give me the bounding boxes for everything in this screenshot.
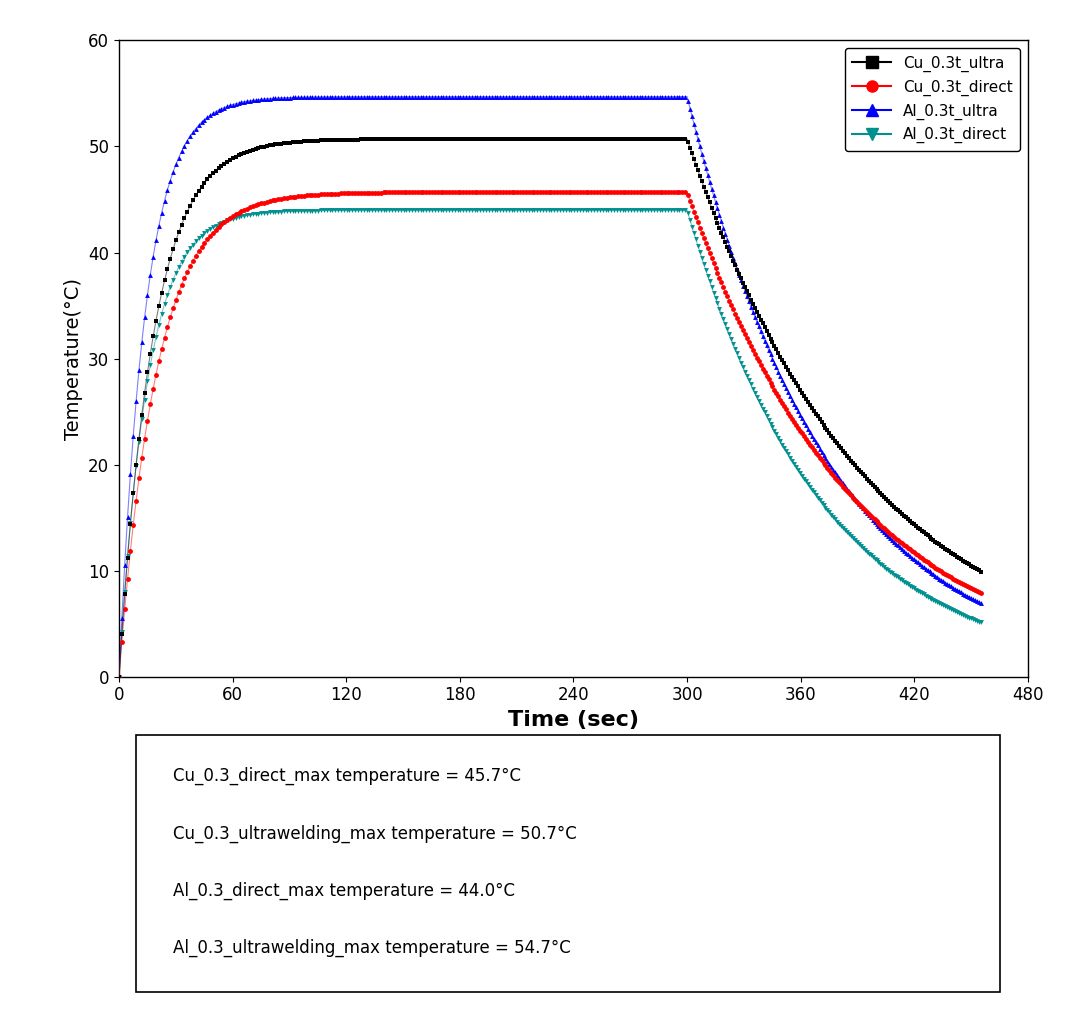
Text: Al_0.3_ultrawelding_max temperature = 54.7°C: Al_0.3_ultrawelding_max temperature = 54… <box>173 939 570 957</box>
X-axis label: Time (sec): Time (sec) <box>507 710 639 730</box>
Text: Cu_0.3_ultrawelding_max temperature = 50.7°C: Cu_0.3_ultrawelding_max temperature = 50… <box>173 824 577 842</box>
Legend: Cu_0.3t_ultra, Cu_0.3t_direct, Al_0.3t_ultra, Al_0.3t_direct: Cu_0.3t_ultra, Cu_0.3t_direct, Al_0.3t_u… <box>845 48 1020 152</box>
Y-axis label: Temperature(°C): Temperature(°C) <box>64 278 82 439</box>
Text: Cu_0.3_direct_max temperature = 45.7°C: Cu_0.3_direct_max temperature = 45.7°C <box>173 768 520 786</box>
FancyBboxPatch shape <box>136 735 1000 992</box>
Text: Al_0.3_direct_max temperature = 44.0°C: Al_0.3_direct_max temperature = 44.0°C <box>173 882 515 900</box>
